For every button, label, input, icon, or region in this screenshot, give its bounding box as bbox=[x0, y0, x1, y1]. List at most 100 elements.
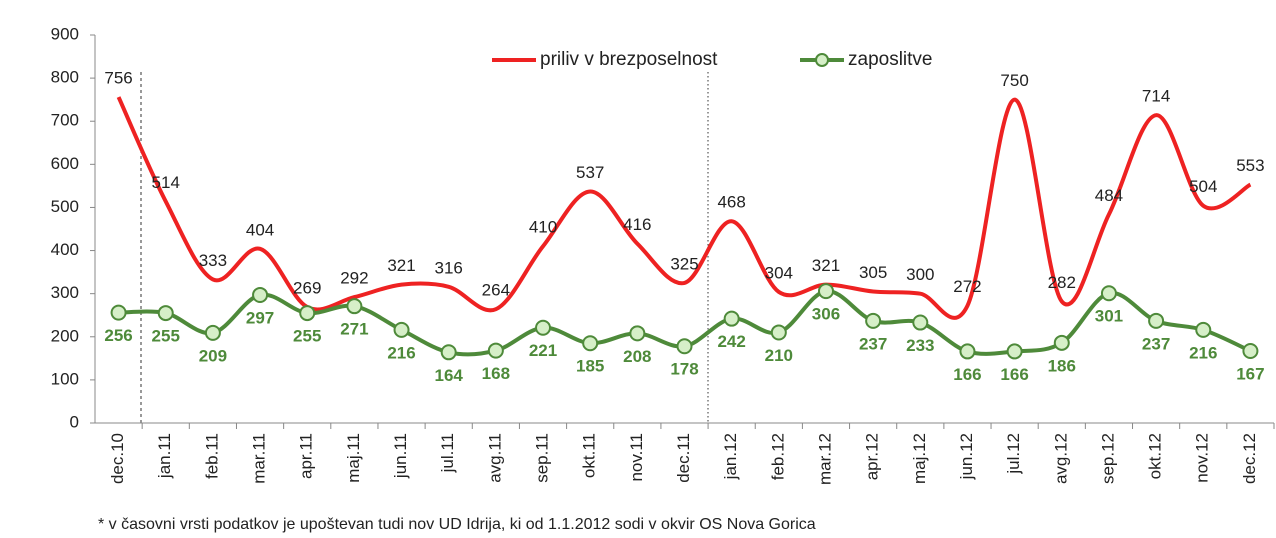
marker bbox=[535, 319, 552, 336]
x-tick-label: jan.11 bbox=[155, 433, 174, 479]
series-line bbox=[116, 96, 1252, 320]
x-tick-label: okt.11 bbox=[580, 433, 599, 478]
x-tick-label: dec.10 bbox=[108, 433, 127, 484]
data-label: 297 bbox=[246, 308, 274, 327]
y-tick-label: 800 bbox=[51, 68, 79, 87]
x-tick-label: maj.12 bbox=[910, 433, 929, 484]
x-tick-label: mar.12 bbox=[815, 433, 834, 485]
marker bbox=[487, 342, 504, 359]
data-label: 185 bbox=[576, 357, 604, 376]
data-label: 168 bbox=[482, 364, 510, 383]
marker bbox=[582, 335, 599, 352]
data-label: 321 bbox=[812, 256, 840, 275]
x-tick-label: apr.12 bbox=[863, 433, 882, 480]
marker bbox=[252, 286, 269, 303]
data-label: 242 bbox=[717, 332, 745, 351]
data-label: 209 bbox=[199, 346, 227, 365]
marker bbox=[1242, 343, 1259, 360]
data-label: 178 bbox=[670, 360, 698, 379]
data-label: 468 bbox=[717, 193, 745, 212]
x-tick-label: sep.11 bbox=[533, 433, 552, 483]
data-label: 304 bbox=[765, 263, 793, 282]
data-label: 255 bbox=[293, 327, 321, 346]
data-label: 410 bbox=[529, 218, 557, 237]
data-label: 282 bbox=[1048, 273, 1076, 292]
x-tick-label: maj.11 bbox=[344, 433, 363, 483]
marker bbox=[204, 324, 221, 341]
marker bbox=[1006, 343, 1023, 360]
data-label: 233 bbox=[906, 336, 934, 355]
x-tick-label: apr.11 bbox=[297, 433, 316, 479]
marker bbox=[157, 305, 174, 322]
x-tick-label: feb.12 bbox=[768, 433, 787, 480]
data-label: 272 bbox=[953, 277, 981, 296]
data-label: 300 bbox=[906, 265, 934, 284]
y-tick-label: 600 bbox=[51, 154, 79, 173]
data-label: 306 bbox=[812, 305, 840, 324]
marker bbox=[346, 298, 363, 315]
data-label: 164 bbox=[435, 366, 464, 385]
legend-label: priliv v brezposelnost bbox=[540, 49, 718, 70]
marker bbox=[676, 338, 693, 355]
marker bbox=[1100, 285, 1117, 302]
x-tick-label: nov.12 bbox=[1193, 433, 1212, 483]
x-tick-label: jul.11 bbox=[438, 433, 457, 473]
marker bbox=[299, 305, 316, 322]
data-label: 316 bbox=[435, 258, 463, 277]
legend-marker bbox=[815, 53, 829, 67]
data-label: 537 bbox=[576, 163, 604, 182]
marker bbox=[110, 304, 127, 321]
x-tick-label: jul.12 bbox=[1004, 433, 1023, 475]
data-label: 333 bbox=[199, 251, 227, 270]
marker bbox=[1195, 321, 1212, 338]
x-tick-label: jun.12 bbox=[957, 433, 976, 480]
x-tick-label: dec.12 bbox=[1240, 433, 1259, 484]
data-label: 325 bbox=[670, 254, 698, 273]
y-tick-label: 200 bbox=[51, 326, 79, 345]
data-label: 756 bbox=[104, 69, 132, 88]
data-label: 186 bbox=[1048, 356, 1076, 375]
data-label: 208 bbox=[623, 347, 651, 366]
data-label: 484 bbox=[1095, 186, 1123, 205]
data-label: 416 bbox=[623, 215, 651, 234]
x-tick-label: avg.11 bbox=[485, 433, 504, 483]
data-label: 237 bbox=[1142, 334, 1170, 353]
marker bbox=[393, 321, 410, 338]
data-label: 216 bbox=[387, 343, 415, 362]
data-label: 269 bbox=[293, 279, 321, 298]
marker bbox=[959, 343, 976, 360]
data-label: 216 bbox=[1189, 343, 1217, 362]
data-label: 237 bbox=[859, 334, 887, 353]
data-label: 271 bbox=[340, 320, 368, 339]
data-label: 750 bbox=[1000, 71, 1028, 90]
data-label: 221 bbox=[529, 341, 557, 360]
marker bbox=[440, 344, 457, 361]
marker bbox=[629, 325, 646, 342]
y-tick-label: 400 bbox=[51, 240, 79, 259]
marker bbox=[770, 324, 787, 341]
data-label: 514 bbox=[152, 173, 180, 192]
data-label: 553 bbox=[1236, 156, 1264, 175]
marker bbox=[865, 312, 882, 329]
data-label: 255 bbox=[152, 327, 180, 346]
footnote: * v časovni vrsti podatkov je upoštevan … bbox=[98, 516, 816, 533]
x-tick-label: sep.12 bbox=[1098, 433, 1117, 484]
data-label: 292 bbox=[340, 269, 368, 288]
marker bbox=[817, 283, 834, 300]
data-label: 167 bbox=[1236, 364, 1264, 383]
x-tick-label: feb.11 bbox=[202, 433, 221, 479]
data-label: 321 bbox=[387, 256, 415, 275]
marker bbox=[912, 314, 929, 331]
data-label: 166 bbox=[1000, 365, 1028, 384]
data-label: 256 bbox=[104, 326, 132, 345]
data-label: 305 bbox=[859, 263, 887, 282]
y-tick-label: 500 bbox=[51, 197, 79, 216]
data-label: 504 bbox=[1189, 177, 1217, 196]
y-tick-label: 900 bbox=[51, 24, 79, 43]
y-tick-label: 700 bbox=[51, 111, 79, 130]
x-tick-label: mar.11 bbox=[250, 433, 269, 484]
marker bbox=[1148, 312, 1165, 329]
data-label: 301 bbox=[1095, 307, 1123, 326]
marker bbox=[723, 310, 740, 327]
